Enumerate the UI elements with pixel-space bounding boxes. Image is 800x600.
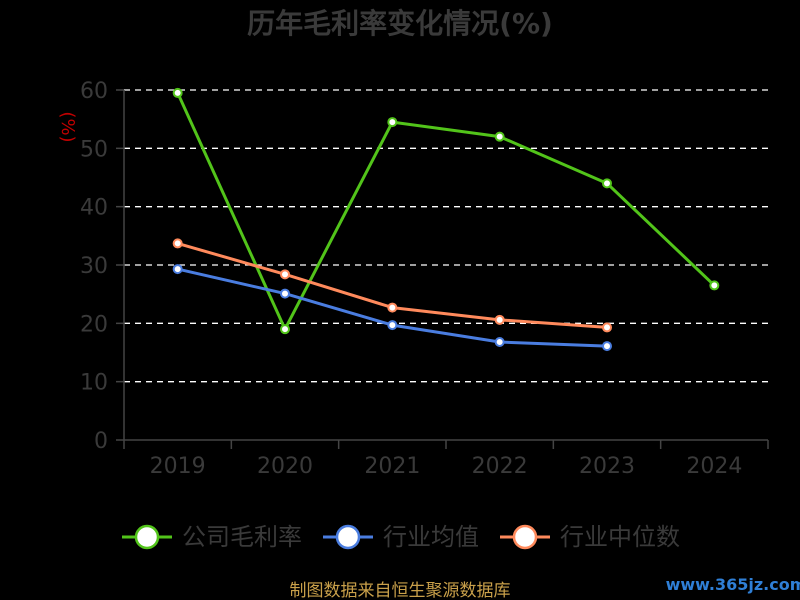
y-tick-label: 30	[80, 254, 108, 279]
data-point	[387, 320, 398, 331]
x-tick-label: 2021	[364, 454, 420, 479]
series-line-0	[176, 92, 716, 331]
data-point	[387, 302, 398, 313]
legend-label: 公司毛利率	[182, 523, 302, 551]
data-point	[709, 280, 720, 291]
data-point	[280, 288, 290, 299]
legend-label: 行业中位数	[560, 523, 680, 551]
legend-label: 行业均值	[383, 523, 479, 551]
legend-marker	[134, 524, 160, 550]
series-points	[172, 87, 720, 352]
series-lines	[176, 92, 716, 348]
y-tick-label: 50	[80, 137, 108, 162]
data-point	[494, 314, 505, 325]
data-point	[172, 264, 183, 275]
x-axis-ticks: 2019 2020 2021 2022 2023 2024	[123, 440, 769, 479]
data-point	[172, 87, 183, 98]
gridlines	[124, 89, 768, 383]
x-tick-label: 2023	[579, 454, 635, 479]
data-point	[494, 337, 505, 347]
x-tick-label: 2024	[686, 454, 742, 479]
chart-title: 历年毛利率变化情况(%)	[247, 7, 553, 40]
data-point	[602, 322, 612, 333]
legend-marker	[512, 524, 538, 550]
data-point	[387, 117, 398, 128]
x-tick-label: 2022	[472, 454, 528, 479]
y-tick-label: 20	[80, 312, 108, 337]
data-point	[602, 341, 612, 352]
data-point	[280, 269, 290, 280]
data-point	[172, 238, 183, 249]
data-point	[494, 131, 505, 142]
watermark: www.365jz.com	[666, 575, 800, 594]
y-tick-label: 40	[80, 196, 108, 221]
y-tick-label: 10	[80, 371, 108, 396]
legend: 公司毛利率 行业均值 行业中位数	[122, 523, 680, 551]
legend-marker	[335, 524, 361, 550]
y-tick-label: 0	[94, 429, 108, 454]
data-point	[602, 178, 612, 189]
x-tick-label: 2019	[150, 454, 206, 479]
y-axis-ticks: 0 10 20 30 40 50 60	[80, 79, 124, 454]
x-tick-label: 2020	[257, 454, 313, 479]
y-axis-unit-label: (%)	[57, 111, 78, 142]
data-source-note: 制图数据来自恒生聚源数据库	[290, 581, 511, 600]
data-point	[280, 324, 290, 335]
y-tick-label: 60	[80, 79, 108, 104]
series-line-2	[177, 241, 608, 329]
